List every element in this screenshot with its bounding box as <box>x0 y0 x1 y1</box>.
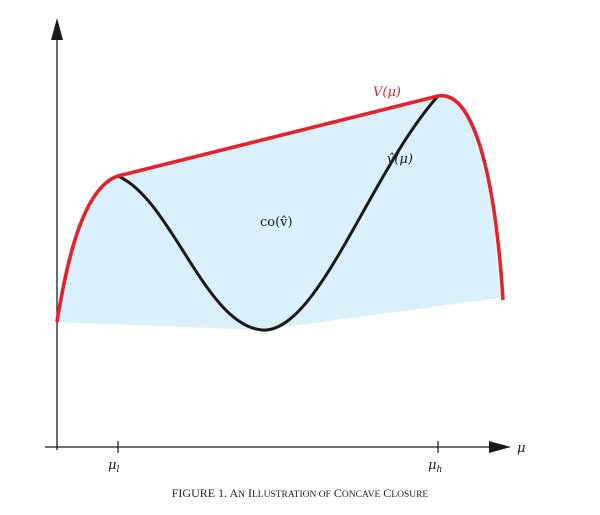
value-function-curve <box>55 93 505 323</box>
label-concave-hull: co(v̂) <box>260 215 293 230</box>
x-axis-arrow <box>489 441 511 453</box>
concave-closure-region <box>57 95 500 330</box>
y-axis-arrow <box>51 18 63 40</box>
figure-caption: FIGURE 1. AN ILLUSTRATION OF CONCAVE CLO… <box>172 486 429 500</box>
v-hat-curve <box>117 95 440 332</box>
label-value-function: V(μ) <box>373 85 401 100</box>
label-x-axis: μ <box>517 441 525 456</box>
label-mu-high: μh <box>428 458 442 475</box>
label-v-hat: v̂(μ) <box>387 152 413 167</box>
label-mu-low: μl <box>108 458 119 475</box>
